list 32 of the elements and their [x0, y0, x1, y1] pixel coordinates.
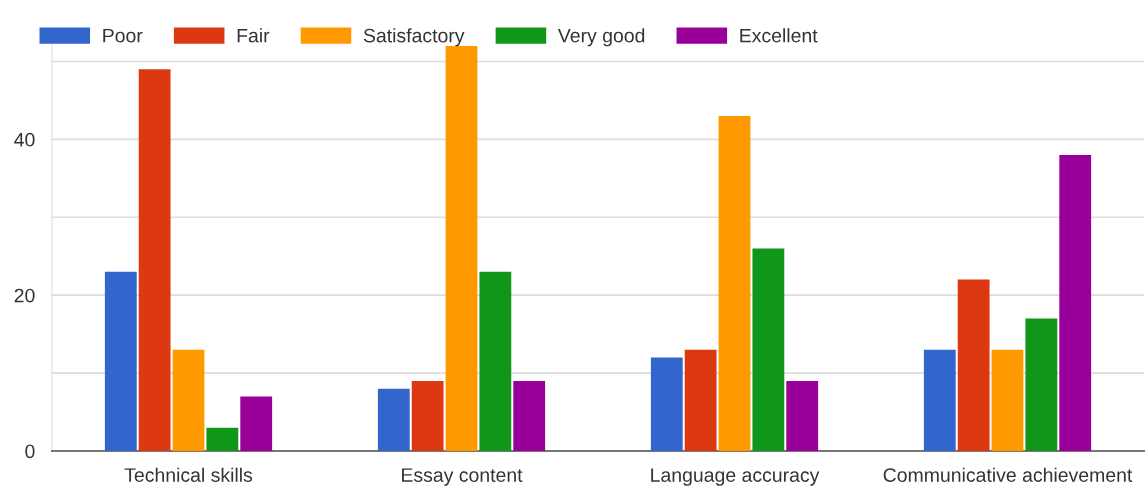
x-tick-label: Technical skills: [124, 467, 253, 482]
bar: [1025, 318, 1058, 451]
y-tick-label: 0: [25, 444, 35, 459]
x-tick-label: Language accuracy: [651, 468, 820, 486]
bar: [991, 349, 1024, 451]
x-tick-label: Essay content: [402, 468, 523, 486]
bar: [206, 427, 239, 451]
bar: [104, 271, 137, 451]
bar: [445, 45, 478, 451]
bar: [684, 349, 717, 451]
bar: [172, 349, 205, 451]
bar: [718, 116, 751, 451]
bar: [513, 380, 546, 451]
legend-label: Very good: [557, 28, 645, 47]
legend-label: Poor: [103, 28, 143, 43]
legend-label: Fair: [237, 28, 270, 43]
bar: [786, 380, 819, 451]
bar: [138, 69, 171, 451]
bar: [752, 248, 785, 451]
x-tick-label: Communicative achievement: [883, 467, 1133, 482]
legend-label: Excellent: [740, 28, 818, 43]
bar: [957, 279, 990, 451]
y-tick-label: 40: [14, 132, 35, 147]
bar: [240, 396, 273, 451]
bar: [411, 380, 444, 451]
bar: [923, 349, 956, 451]
bar: [1059, 154, 1092, 451]
y-tick-label: 20: [14, 288, 35, 303]
bar: [377, 388, 410, 451]
legend-label: Satisfactory: [363, 28, 465, 47]
bar: [479, 271, 512, 451]
bar: [650, 357, 683, 451]
